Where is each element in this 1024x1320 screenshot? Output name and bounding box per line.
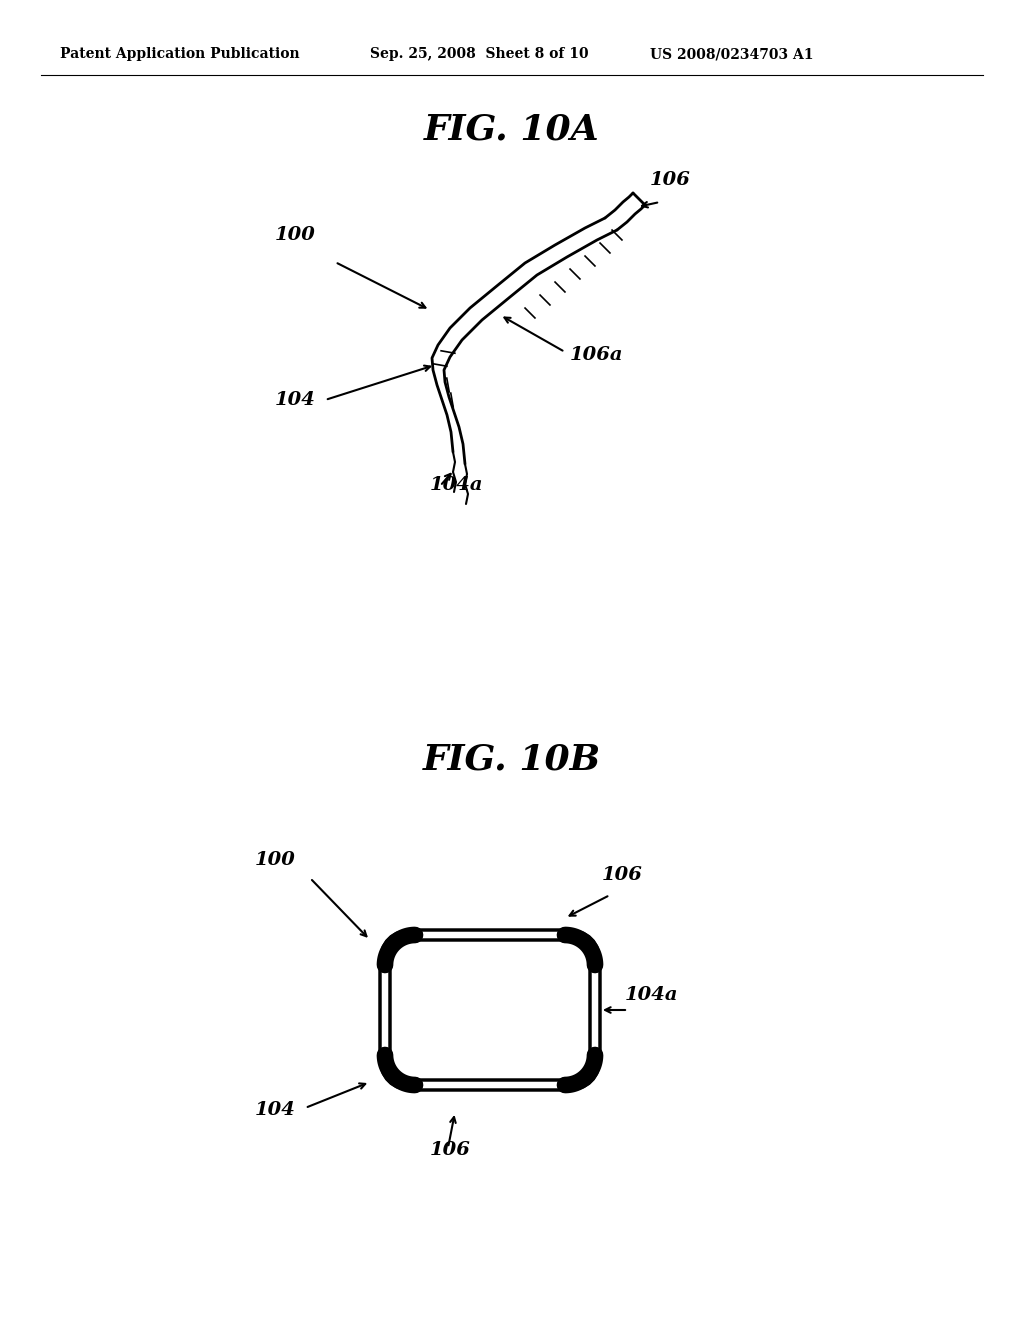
- Text: 100: 100: [255, 851, 296, 869]
- Text: Sep. 25, 2008  Sheet 8 of 10: Sep. 25, 2008 Sheet 8 of 10: [370, 48, 589, 61]
- Text: US 2008/0234703 A1: US 2008/0234703 A1: [650, 48, 813, 61]
- Text: 104a: 104a: [430, 477, 483, 494]
- Text: FIG. 10A: FIG. 10A: [424, 114, 600, 147]
- Text: FIG. 10B: FIG. 10B: [423, 743, 601, 777]
- Text: 106: 106: [430, 1140, 471, 1159]
- Text: 104: 104: [275, 391, 315, 409]
- Text: 106: 106: [650, 172, 691, 189]
- Text: 100: 100: [275, 226, 315, 244]
- Text: 106a: 106a: [570, 346, 624, 364]
- Text: Patent Application Publication: Patent Application Publication: [60, 48, 300, 61]
- FancyBboxPatch shape: [390, 940, 590, 1080]
- FancyBboxPatch shape: [380, 931, 600, 1090]
- Text: 104: 104: [255, 1101, 296, 1119]
- Text: 104a: 104a: [625, 986, 679, 1005]
- Text: 106: 106: [602, 866, 643, 884]
